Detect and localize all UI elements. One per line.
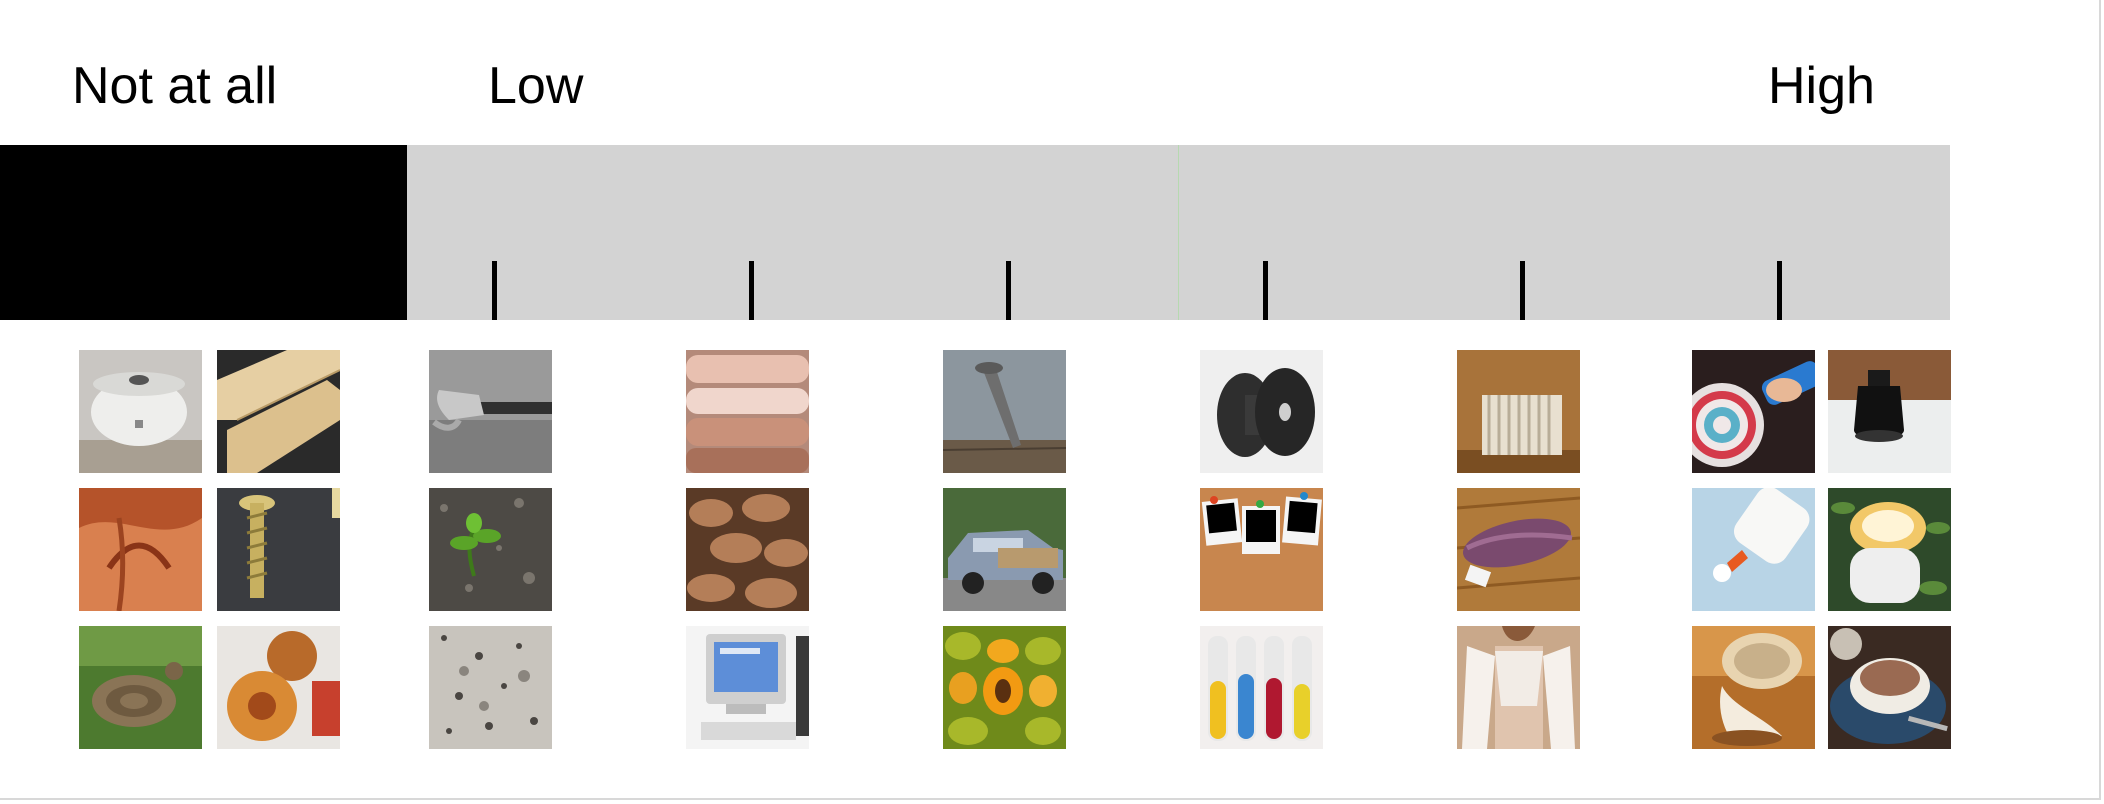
test-tubes-image (1200, 626, 1323, 749)
scale-tick-3 (1006, 261, 1011, 320)
yarn-skein-image (1457, 488, 1580, 611)
scale-tick-4 (1263, 261, 1268, 320)
nail-in-wood-image (943, 350, 1066, 473)
coiled-snake-image (79, 626, 202, 749)
cream-jar-image (1828, 488, 1951, 611)
cream-pot-image (1692, 626, 1815, 749)
hammer-image (429, 350, 552, 473)
pastries-image (217, 626, 340, 749)
old-computer-image (686, 626, 809, 749)
papayas-image (943, 626, 1066, 749)
sprout-in-soil-image (429, 488, 552, 611)
scale-tick-6 (1777, 261, 1782, 320)
label-high: High (1768, 57, 1875, 115)
glue-bottle-image (1692, 488, 1815, 611)
granite-image (429, 626, 552, 749)
label-low: Low (488, 57, 584, 115)
chocolate-mousse-image (1828, 626, 1951, 749)
not-at-all-segment (0, 145, 407, 320)
slow-cooker-image (79, 350, 202, 473)
frame-edge-bottom (0, 798, 2101, 800)
scale-tick-5 (1520, 261, 1525, 320)
scale-midline (1178, 145, 1179, 320)
wood-screw-image (217, 488, 340, 611)
peanuts-image (686, 488, 809, 611)
crossed-arms-image (686, 350, 809, 473)
scale-tick-2 (749, 261, 754, 320)
label-not-at-all: Not at all (72, 57, 278, 115)
cable-spool-image (1200, 350, 1323, 473)
ink-bottle-image (1828, 350, 1951, 473)
radiator-image (1457, 350, 1580, 473)
scale-tick-1 (492, 261, 497, 320)
neck-skin-image (79, 488, 202, 611)
polaroids-on-corkboard-image (1200, 488, 1323, 611)
frame-edge-right (2099, 0, 2101, 800)
lace-lingerie-image (1457, 626, 1580, 749)
wood-planks-image (217, 350, 340, 473)
candy-and-glue-image (1692, 350, 1815, 473)
vintage-car-image (943, 488, 1066, 611)
